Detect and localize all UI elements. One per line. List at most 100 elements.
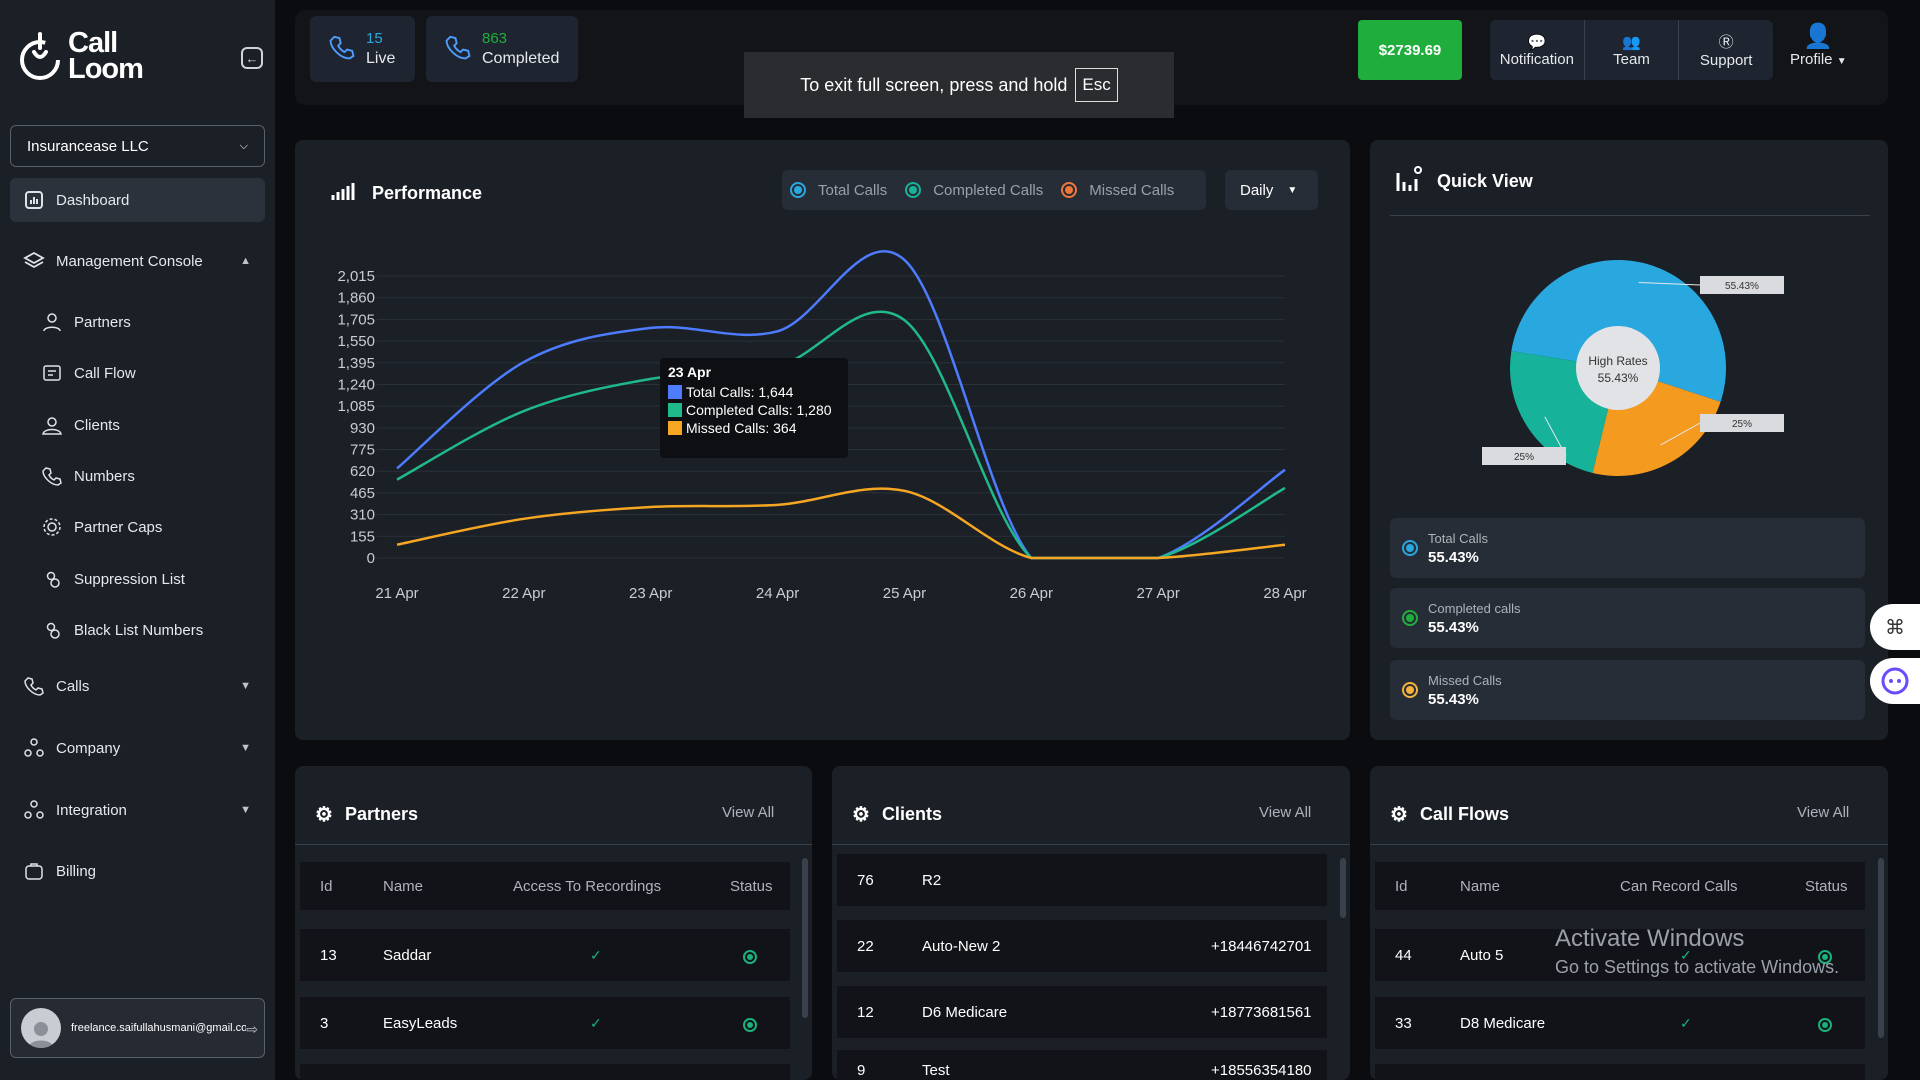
legend-total-calls[interactable]: Total Calls: [790, 182, 887, 199]
fullscreen-toast: To exit full screen, press and hold Esc: [744, 52, 1174, 118]
status-icon: [743, 1015, 757, 1032]
toast-text: To exit full screen, press and hold: [800, 74, 1068, 95]
live-label: Live: [366, 50, 396, 67]
legend-missed-calls[interactable]: Missed Calls: [1061, 182, 1174, 199]
table-row[interactable]: 12 D6 Medicare +18773681561: [837, 986, 1327, 1038]
partners-icon: [40, 311, 64, 333]
table-row[interactable]: 22 Auto-New 2 +18446742701: [837, 920, 1327, 972]
partners-title: ⚙ Partners: [315, 802, 418, 827]
bot-icon: [1881, 667, 1909, 695]
quick-view-value: 55.43%: [1428, 618, 1479, 636]
table-row[interactable]: [300, 1064, 790, 1080]
period-value: Daily: [1240, 181, 1274, 199]
performance-title: Performance: [330, 178, 482, 209]
sidebar-item-management-console[interactable]: Management Console ▲: [10, 239, 265, 283]
call-flows-table-header: Id Name Can Record Calls Status: [1375, 862, 1865, 910]
support-button[interactable]: Ⓡ Support: [1679, 20, 1773, 80]
clients-icon: [40, 414, 64, 436]
team-button[interactable]: 👥 Team: [1585, 20, 1680, 80]
column-header: Id: [1395, 877, 1408, 895]
quick-view-value: 55.43%: [1428, 690, 1479, 708]
logo-text: Call Loom: [68, 27, 144, 85]
sidebar-item-billing[interactable]: Billing: [10, 849, 265, 893]
table-row[interactable]: 44 Auto 5 ✓: [1375, 929, 1865, 981]
partners-scrollbar[interactable]: [802, 858, 808, 1018]
x-tick-label: 24 Apr: [756, 585, 799, 602]
table-row[interactable]: 3 EasyLeads ✓: [300, 997, 790, 1049]
period-select[interactable]: Daily ▼: [1225, 170, 1318, 210]
dashboard-icon: [22, 190, 46, 210]
sidebar-subitem-clients[interactable]: Clients: [40, 410, 120, 440]
pie-label-box: [1700, 276, 1784, 294]
row-name: Test: [922, 1062, 950, 1079]
row-id: 12: [857, 1003, 874, 1021]
gear-icon: ⚙: [1390, 804, 1408, 826]
sidebar-subitem-partners[interactable]: Partners: [40, 307, 131, 337]
sidebar-subitem-call-flow[interactable]: Call Flow: [40, 358, 136, 388]
table-row[interactable]: 76 R2: [837, 854, 1327, 906]
quick-view-title: Quick View: [1395, 165, 1533, 198]
company-select[interactable]: Insurancease LLC ⌵: [10, 125, 265, 167]
support-label: Support: [1699, 52, 1753, 69]
apps-floating-button[interactable]: ⌘: [1870, 604, 1920, 650]
table-row[interactable]: 13 Saddar ✓: [300, 929, 790, 981]
phone-icon: [22, 675, 46, 697]
company-icon: [22, 737, 46, 759]
status-icon: [1818, 1015, 1832, 1032]
completed-calls-stat[interactable]: 863 Completed: [426, 16, 578, 82]
top-actions: 💬 Notification 👥 Team Ⓡ Support: [1490, 20, 1773, 80]
sidebar-subitem-suppression-list[interactable]: Suppression List: [40, 564, 185, 594]
y-tick-label: 2,015: [337, 268, 375, 285]
pie-leader-line: [1638, 281, 1701, 286]
sidebar-subitem-partner-caps[interactable]: Partner Caps: [40, 512, 162, 542]
row-id: 76: [857, 871, 874, 889]
table-row[interactable]: 33 D8 Medicare ✓: [1375, 997, 1865, 1049]
sidebar-item-company[interactable]: Company ▼: [10, 726, 265, 770]
grid-icon: ⌘: [1885, 616, 1905, 639]
quick-view-pie: 55.43% 25% 25% High Rates 55.43%: [1482, 259, 1784, 476]
call-flows-title: ⚙ Call Flows: [1390, 802, 1509, 827]
sidebar-subitem-numbers[interactable]: Numbers: [40, 461, 135, 491]
sidebar-item-label: Calls: [56, 677, 90, 695]
headset-icon: Ⓡ: [1718, 34, 1734, 51]
divider: [295, 844, 812, 845]
row-name: R2: [922, 871, 942, 889]
quick-view-completed-calls: Completed calls 55.43%: [1390, 588, 1865, 648]
sidebar-item-integration[interactable]: Integration ▼: [10, 788, 265, 832]
partners-title-text: Partners: [344, 804, 418, 824]
sidebar-subitem-black-list-numbers[interactable]: Black List Numbers: [40, 615, 203, 645]
sidebar-item-dashboard[interactable]: Dashboard: [10, 178, 265, 222]
live-calls-stat[interactable]: 15 Live: [310, 16, 415, 82]
legend-completed-calls[interactable]: Completed Calls: [905, 182, 1043, 199]
sidebar-item-label: Integration: [56, 801, 127, 819]
logout-icon[interactable]: ⇨: [246, 1021, 258, 1037]
partners-view-all-link[interactable]: View All: [722, 804, 775, 821]
row-id: 3: [320, 1014, 329, 1032]
notification-label: Notification: [1499, 50, 1574, 68]
sidebar: Call Loom ← Insurancease LLC ⌵ Dashboard…: [0, 0, 275, 1080]
balance-button[interactable]: $2739.69: [1358, 20, 1462, 80]
clients-title-text: Clients: [881, 804, 942, 824]
chevron-down-icon: ⌵: [239, 139, 248, 152]
assistant-floating-button[interactable]: [1870, 658, 1920, 704]
phone-check-icon: [444, 33, 472, 66]
user-account[interactable]: freelance.saifullahusmani@gmail.com ⇨: [10, 998, 265, 1058]
x-tick-label: 28 Apr: [1263, 585, 1306, 602]
notification-button[interactable]: 💬 Notification: [1490, 20, 1585, 80]
clients-view-all-link[interactable]: View All: [1259, 804, 1312, 821]
profile-menu[interactable]: 👤 Profile ▼: [1790, 22, 1847, 68]
clients-scrollbar[interactable]: [1340, 858, 1346, 918]
call-flows-scrollbar[interactable]: [1878, 858, 1884, 1038]
arrow-left-icon: ←: [245, 50, 259, 66]
column-header: Status: [1805, 877, 1848, 895]
row-phone: +18446742701: [1211, 937, 1312, 955]
call-flows-view-all-link[interactable]: View All: [1797, 804, 1850, 821]
table-row[interactable]: 9 Test +18556354180: [837, 1050, 1327, 1080]
team-icon: 👥: [1622, 33, 1641, 51]
sidebar-item-calls[interactable]: Calls ▼: [10, 664, 265, 708]
suppression-icon: [40, 568, 64, 590]
logo[interactable]: Call Loom: [18, 27, 158, 85]
collapse-sidebar-button[interactable]: ←: [241, 47, 263, 69]
call-flows-title-text: Call Flows: [1419, 804, 1509, 824]
table-row[interactable]: [1375, 1064, 1865, 1080]
